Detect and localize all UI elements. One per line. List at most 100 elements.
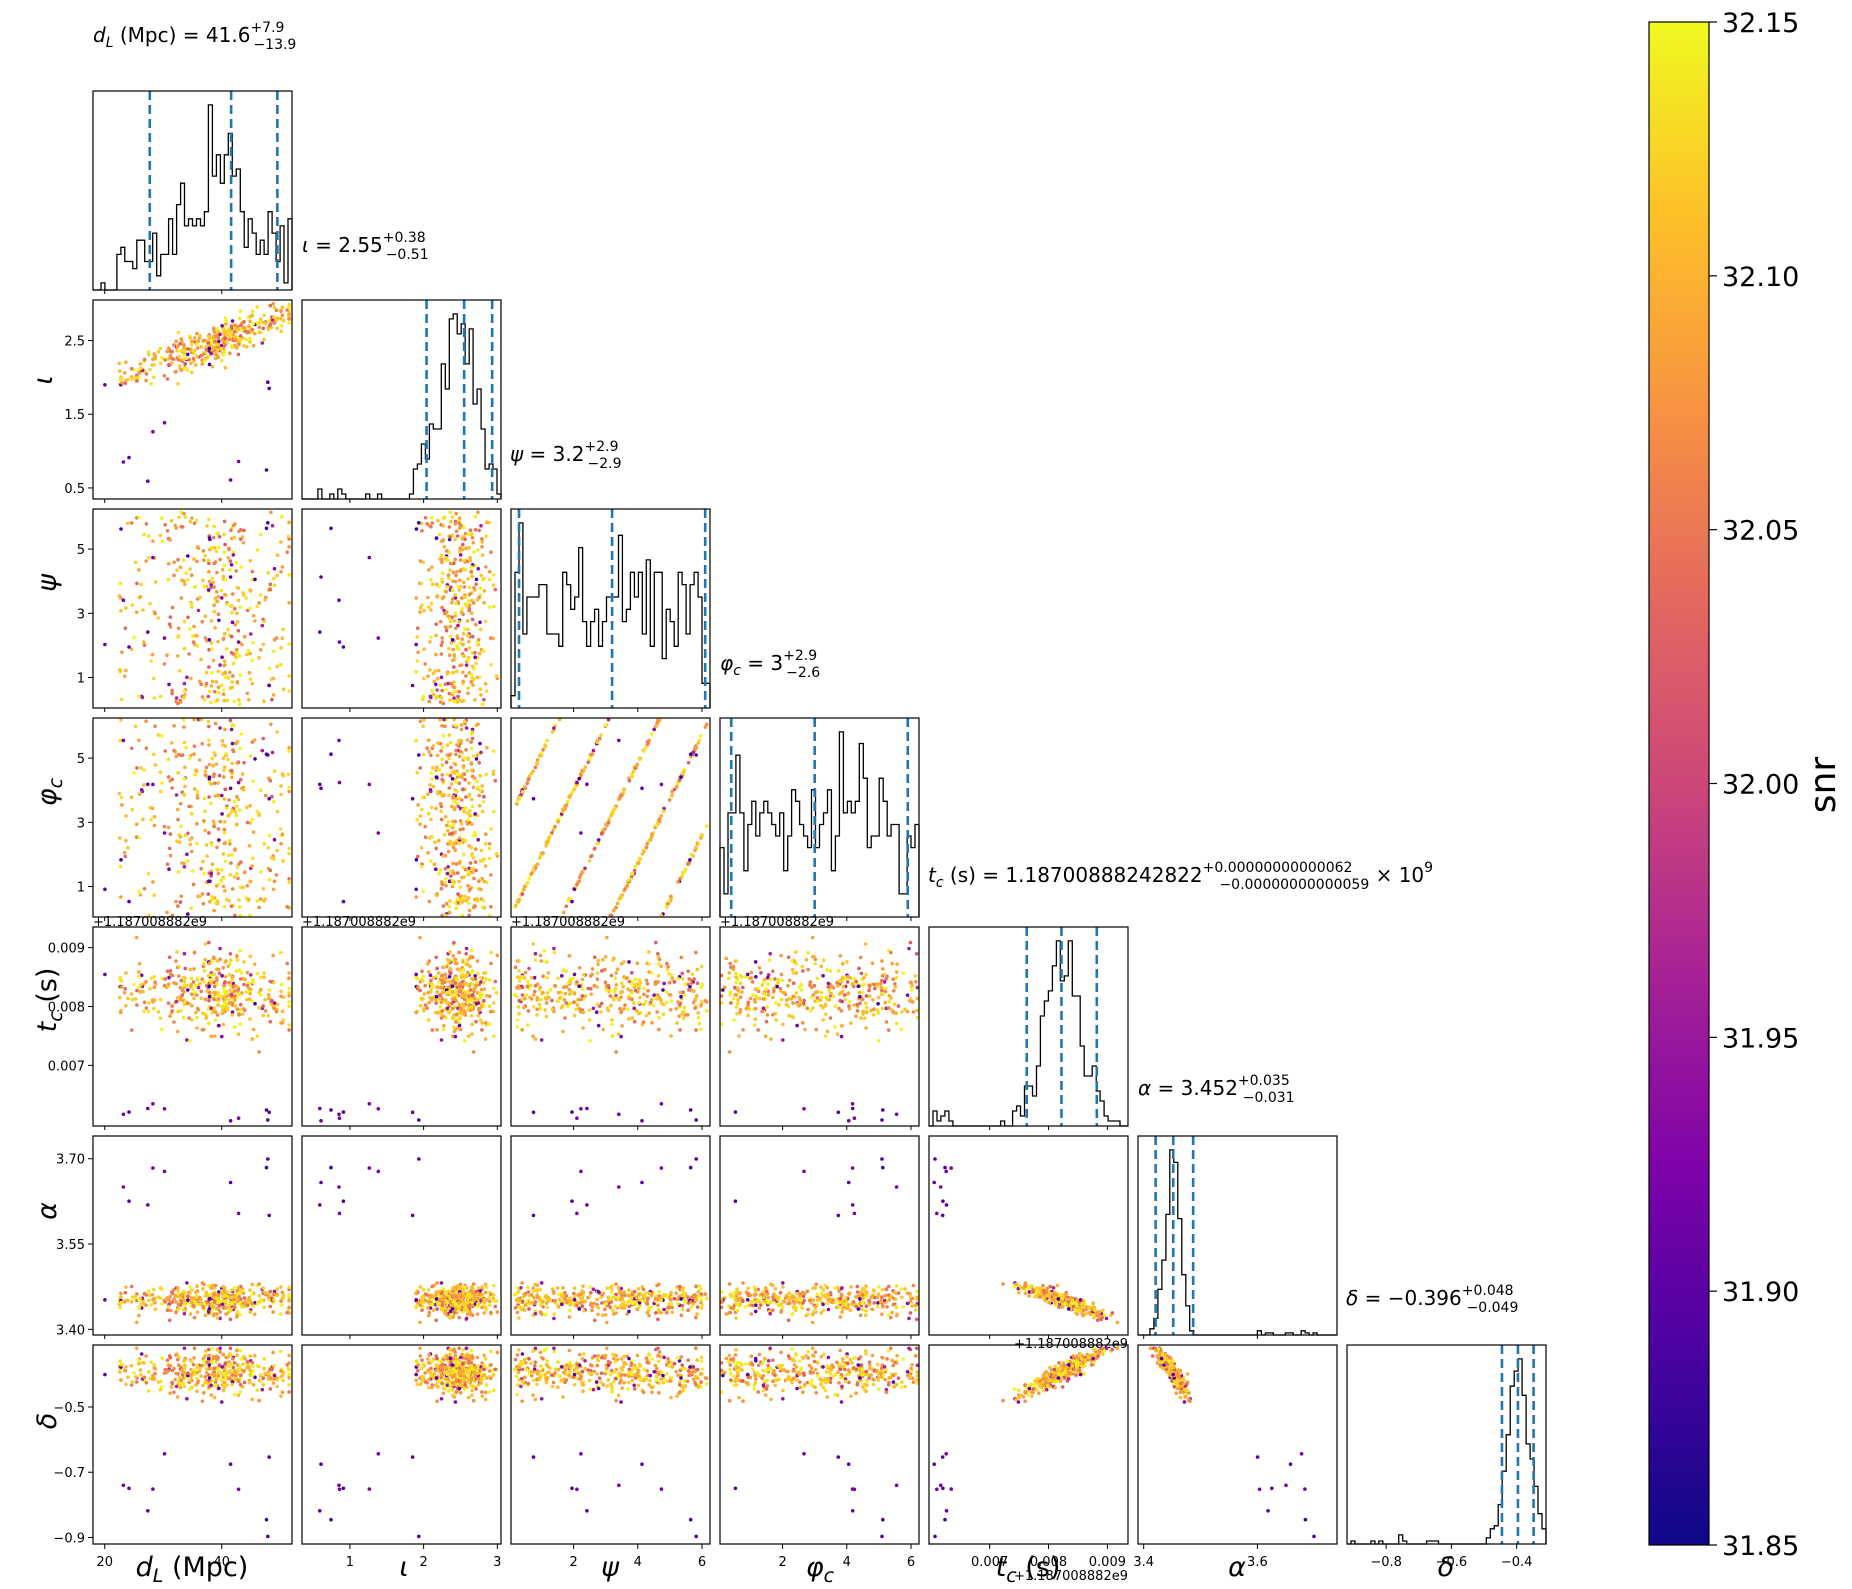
sample-point bbox=[241, 1291, 246, 1295]
sample-point bbox=[215, 1013, 220, 1017]
sample-point bbox=[270, 697, 274, 702]
sample-point bbox=[434, 867, 438, 871]
sample-point bbox=[158, 1286, 163, 1290]
sample-point bbox=[170, 691, 174, 696]
sample-point bbox=[472, 776, 477, 780]
sample-point bbox=[666, 964, 670, 969]
sample-point bbox=[417, 1118, 421, 1122]
sample-point bbox=[826, 981, 831, 986]
sample-point bbox=[609, 973, 614, 978]
sample-point bbox=[439, 809, 444, 813]
sample-point bbox=[477, 879, 481, 884]
sample-point bbox=[185, 1038, 189, 1042]
sample-point bbox=[146, 1009, 151, 1014]
sample-point bbox=[494, 674, 499, 678]
sample-point bbox=[438, 801, 443, 806]
sample-point bbox=[444, 688, 448, 692]
sample-point bbox=[208, 899, 212, 904]
ytick-label-alpha: 3.70 bbox=[56, 1153, 85, 1168]
sample-point bbox=[445, 990, 450, 995]
sample-point bbox=[434, 633, 438, 638]
sample-point bbox=[279, 1285, 283, 1289]
sample-point bbox=[429, 817, 433, 822]
sample-point bbox=[457, 588, 461, 592]
sample-point bbox=[815, 996, 820, 1000]
sample-point bbox=[642, 992, 646, 997]
sample-point bbox=[458, 569, 463, 573]
sample-point bbox=[623, 887, 627, 891]
sample-point bbox=[441, 734, 446, 738]
sample-point bbox=[201, 352, 206, 357]
sample-point bbox=[429, 989, 433, 994]
sample-point bbox=[487, 1022, 492, 1026]
sample-point bbox=[261, 642, 266, 647]
sample-point bbox=[826, 985, 830, 989]
sample-point bbox=[216, 639, 220, 644]
sample-point bbox=[162, 420, 167, 425]
sample-point bbox=[272, 637, 277, 642]
sample-point bbox=[223, 727, 227, 732]
sample-point bbox=[209, 351, 213, 356]
sample-point bbox=[893, 982, 897, 986]
sample-point bbox=[448, 619, 453, 624]
sample-point bbox=[440, 763, 445, 767]
sample-point bbox=[461, 631, 466, 636]
sample-point bbox=[455, 644, 459, 648]
sample-point bbox=[459, 699, 464, 703]
sample-point bbox=[245, 883, 250, 888]
sample-point bbox=[443, 682, 448, 686]
sample-point bbox=[216, 827, 221, 831]
sample-point bbox=[209, 871, 213, 876]
sample-point bbox=[272, 305, 277, 310]
sample-point bbox=[693, 996, 698, 1001]
sample-point bbox=[261, 736, 266, 741]
sample-point bbox=[243, 634, 247, 639]
sample-point bbox=[260, 341, 265, 345]
sample-point bbox=[779, 953, 783, 958]
sample-point bbox=[235, 991, 239, 995]
sample-point bbox=[447, 910, 452, 915]
sample-point bbox=[637, 861, 641, 865]
sample-point bbox=[118, 864, 123, 869]
sample-point bbox=[285, 1310, 290, 1315]
sample-point bbox=[240, 642, 244, 647]
sample-point bbox=[210, 647, 214, 651]
sample-point bbox=[202, 1282, 206, 1287]
sample-point bbox=[864, 1026, 868, 1030]
sample-point bbox=[230, 319, 235, 323]
sample-point bbox=[238, 309, 243, 314]
sample-point bbox=[550, 998, 554, 1003]
sample-point bbox=[444, 549, 449, 553]
sample-point bbox=[685, 862, 690, 866]
sample-point bbox=[461, 827, 465, 831]
sample-point bbox=[839, 1034, 844, 1039]
sample-point bbox=[517, 897, 521, 902]
sample-point bbox=[808, 983, 813, 988]
sample-point bbox=[172, 724, 176, 728]
sample-point bbox=[192, 1315, 197, 1320]
sample-point bbox=[233, 654, 238, 658]
sample-point bbox=[219, 346, 223, 351]
sample-point bbox=[169, 361, 174, 365]
sample-point bbox=[226, 993, 231, 997]
sample-point bbox=[543, 1008, 547, 1012]
sample-point bbox=[622, 960, 626, 964]
sample-point bbox=[238, 605, 243, 609]
sample-point bbox=[529, 997, 534, 1001]
sample-point bbox=[203, 553, 207, 558]
sample-point bbox=[703, 725, 708, 729]
sample-point bbox=[129, 746, 134, 751]
sample-point bbox=[696, 1015, 701, 1020]
sample-point bbox=[476, 971, 480, 976]
sample-point bbox=[189, 992, 194, 997]
sample-point bbox=[434, 955, 439, 960]
sample-point bbox=[462, 719, 467, 724]
panel-frame bbox=[92, 299, 293, 500]
sample-point bbox=[207, 689, 212, 694]
sample-point bbox=[451, 823, 455, 828]
sample-point bbox=[168, 1295, 172, 1299]
sample-point bbox=[168, 832, 173, 836]
sample-point bbox=[552, 726, 556, 730]
sample-point bbox=[440, 1009, 445, 1013]
sample-point bbox=[480, 537, 484, 541]
